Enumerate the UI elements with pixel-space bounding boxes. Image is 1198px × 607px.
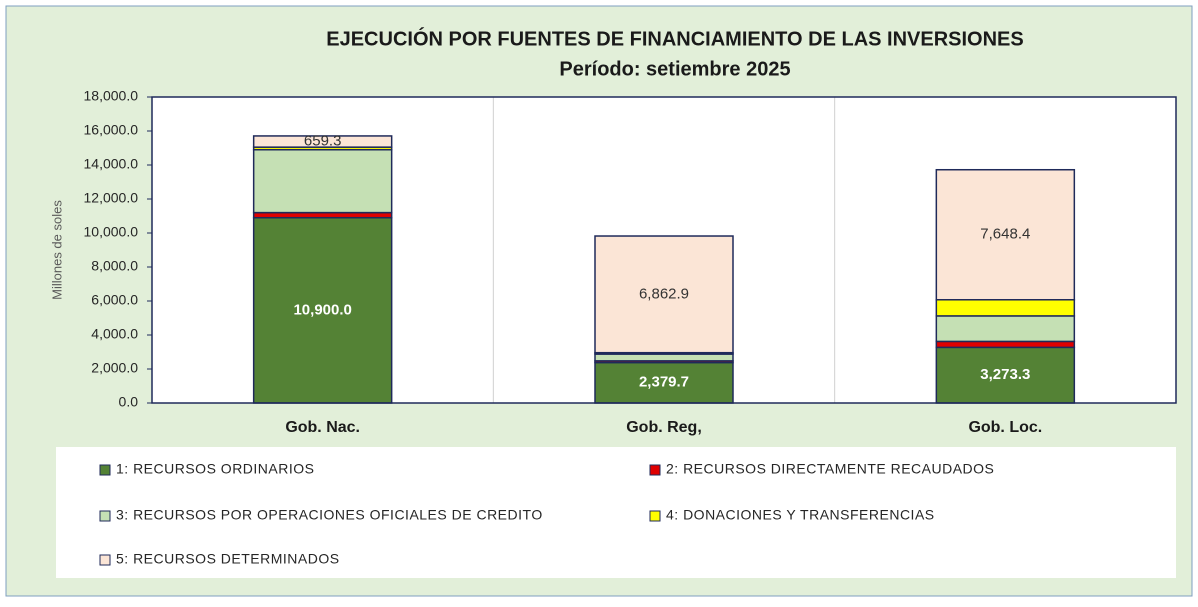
legend-swatch <box>649 464 661 476</box>
y-tick-label: 0.0 <box>119 394 139 410</box>
x-tick-label: Gob. Loc. <box>968 419 1042 436</box>
legend-label: 1: RECURSOS ORDINARIOS <box>116 461 314 477</box>
plot-border <box>151 96 1177 404</box>
legend-label: 4: DONACIONES Y TRANSFERENCIAS <box>666 507 935 523</box>
bar-segment <box>594 361 734 404</box>
bar-segment <box>935 299 1076 317</box>
y-tick-label: 4,000.0 <box>91 326 138 342</box>
legend-swatch <box>99 464 111 476</box>
legend-swatch <box>649 510 661 522</box>
y-tick-label: 16,000.0 <box>84 122 139 138</box>
legend-label: 2: RECURSOS DIRECTAMENTE RECAUDADOS <box>666 461 994 477</box>
data-label: 6,862.9 <box>639 285 689 302</box>
bar-segment <box>935 315 1076 343</box>
x-tick-label: Gob. Nac. <box>285 419 360 436</box>
legend-swatch <box>99 554 111 566</box>
bar-segment <box>935 340 1076 349</box>
legend-box <box>56 447 1176 578</box>
bar-segment <box>935 168 1076 301</box>
bar-segment <box>594 353 734 362</box>
y-tick-label: 14,000.0 <box>84 156 139 172</box>
chart-title: EJECUCIÓN POR FUENTES DE FINANCIAMIENTO … <box>326 26 1024 50</box>
y-tick-label: 6,000.0 <box>91 292 138 308</box>
data-label: 3,273.3 <box>980 366 1030 383</box>
bar-segment <box>252 211 393 219</box>
bar-segment <box>252 148 393 214</box>
legend-label: 3: RECURSOS POR OPERACIONES OFICIALES DE… <box>116 507 543 523</box>
bar-segment <box>252 135 393 148</box>
y-axis-label: Millones de soles <box>49 200 64 300</box>
legend-label: 5: RECURSOS DETERMINADOS <box>116 551 340 567</box>
chart-subtitle: Período: setiembre 2025 <box>559 58 790 80</box>
data-label: 7,648.4 <box>980 226 1030 243</box>
y-tick-label: 8,000.0 <box>91 258 138 274</box>
legend-swatch <box>99 510 111 522</box>
data-label: 659.3 <box>304 133 342 150</box>
y-tick-label: 18,000.0 <box>84 88 139 104</box>
x-tick-label: Gob. Reg, <box>626 419 702 436</box>
bar-segment <box>594 235 734 354</box>
data-label: 10,900.0 <box>293 301 351 318</box>
data-label: 2,379.7 <box>639 374 689 391</box>
y-tick-label: 10,000.0 <box>84 224 139 240</box>
y-tick-label: 2,000.0 <box>91 360 138 376</box>
y-tick-label: 12,000.0 <box>84 190 139 206</box>
